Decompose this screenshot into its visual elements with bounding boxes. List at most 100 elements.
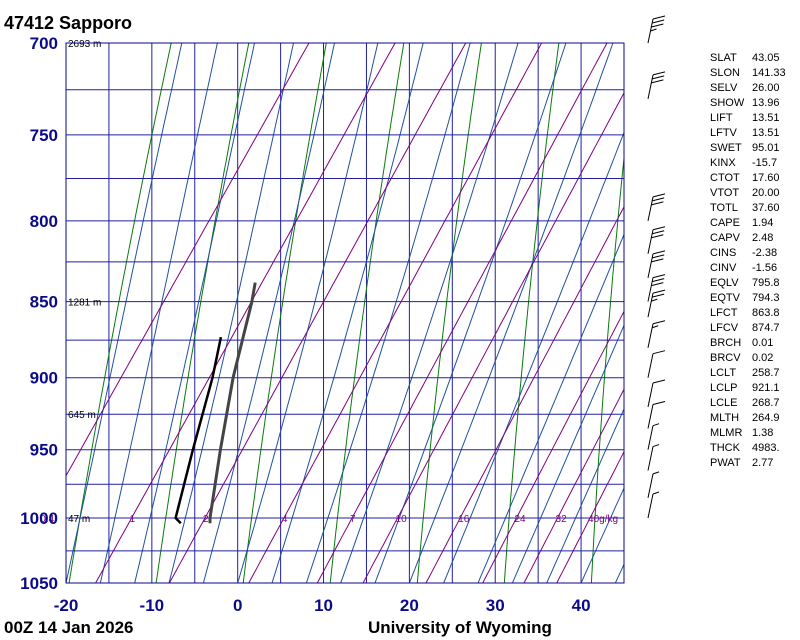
- temperature-tick-label: -20: [54, 596, 79, 615]
- temperature-tick-label: 0: [233, 596, 242, 615]
- index-name: CAPE: [710, 217, 740, 229]
- wind-barb-full: [652, 278, 665, 283]
- wind-barb-full: [652, 254, 665, 259]
- wind-barb: [647, 289, 666, 318]
- height-label: 1281 m: [68, 298, 101, 309]
- index-name: BRCH: [710, 337, 741, 349]
- wind-barb-half: [652, 423, 660, 427]
- mixing-ratio-line: [523, 388, 624, 583]
- index-name: EQLV: [710, 277, 739, 289]
- isotherm-lines: [108, 43, 624, 583]
- wind-barb-full: [652, 193, 666, 198]
- index-value: 264.9: [752, 412, 780, 424]
- wind-barb: [647, 379, 666, 408]
- moist-adiabat-line: [168, 43, 294, 583]
- temperature-tick-label: 40: [572, 596, 591, 615]
- observation-time: 00Z 14 Jan 2026: [4, 618, 133, 637]
- index-value: 17.60: [752, 172, 780, 184]
- index-value: 2.77: [752, 457, 773, 469]
- wind-barb: [647, 423, 660, 450]
- index-value: 13.51: [752, 112, 780, 124]
- wind-barb-staff: [647, 493, 654, 519]
- height-label: 645 m: [68, 410, 96, 421]
- index-name: CINS: [710, 247, 736, 259]
- dry-adiabat-line: [678, 43, 714, 583]
- pressure-tick-label: 750: [30, 126, 58, 145]
- wind-barb-half: [651, 298, 658, 302]
- moist-adiabat-line: [443, 131, 624, 583]
- plot-frame: [65, 42, 625, 584]
- index-value: 20.00: [752, 187, 780, 199]
- moist-adiabat-line: [340, 43, 519, 583]
- moist-adiabat-line: [202, 43, 335, 583]
- wind-barb-full: [652, 320, 666, 325]
- index-value: 4983.: [752, 442, 780, 454]
- pressure-tick-label: 700: [30, 34, 58, 53]
- index-name: CAPV: [710, 232, 741, 244]
- station-title: 47412 Sapporo: [4, 13, 132, 33]
- mixing-ratio-label: 1: [130, 514, 136, 525]
- mixing-ratio-line: [425, 205, 624, 583]
- wind-barb-full: [652, 379, 666, 384]
- index-value: -2.38: [752, 247, 777, 259]
- mixing-ratio-label: 32: [556, 514, 568, 525]
- wind-barb-full: [652, 289, 666, 294]
- index-value: 794.3: [752, 292, 780, 304]
- pressure-tick-label: 900: [30, 369, 58, 388]
- index-value: 95.01: [752, 142, 780, 154]
- index-name: LFCV: [710, 322, 739, 334]
- dry-adiabat-line: [68, 43, 172, 583]
- wind-barb: [647, 15, 666, 44]
- wind-barb-half: [650, 28, 657, 32]
- index-value: 37.60: [752, 202, 780, 214]
- index-name: KINX: [710, 157, 736, 169]
- index-name: TOTL: [710, 202, 738, 214]
- index-name: MLMR: [710, 427, 742, 439]
- index-name: LCLE: [710, 397, 738, 409]
- wind-barb-full: [651, 234, 664, 239]
- wind-barb-staff: [647, 404, 654, 429]
- mixing-ratio-label: 2: [203, 514, 209, 525]
- wind-barb-full: [652, 274, 666, 279]
- wind-barb-full: [651, 201, 664, 206]
- index-name: LFTV: [710, 127, 738, 139]
- wind-barb: [647, 491, 660, 519]
- wind-barb: [647, 250, 666, 278]
- temperature-tick-label: -10: [140, 596, 165, 615]
- index-name: BRCV: [710, 352, 741, 364]
- index-value: 268.7: [752, 397, 780, 409]
- wind-barb-staff: [647, 473, 654, 498]
- wind-barb-half: [652, 491, 660, 495]
- wind-barb-full: [652, 19, 665, 24]
- index-value: 1.94: [752, 217, 773, 229]
- wind-barb-full: [652, 226, 666, 231]
- wind-barb-staff: [647, 446, 654, 471]
- index-value: 2.48: [752, 232, 773, 244]
- mixing-ratio-label: 4: [282, 514, 288, 525]
- mixing-ratio-label: 0.4: [40, 514, 54, 525]
- wind-barb-full: [652, 250, 666, 255]
- wind-barb-full: [651, 79, 664, 84]
- temperature-tick-label: 20: [400, 596, 419, 615]
- mixing-ratio-line: [556, 450, 624, 583]
- dry-adiabat-line: [155, 43, 250, 583]
- wind-barb-half: [652, 471, 660, 475]
- moist-adiabat-line: [271, 43, 424, 583]
- moist-adiabat-lines: [66, 43, 624, 583]
- mixing-ratio-label: 16: [458, 514, 470, 525]
- index-name: SLON: [710, 67, 740, 79]
- moist-adiabat-line: [237, 43, 379, 583]
- moist-adiabat-line: [374, 43, 567, 583]
- wind-barb-full: [652, 350, 666, 355]
- wind-barb-half: [652, 444, 660, 448]
- wind-barb: [647, 71, 666, 99]
- index-value: 13.51: [752, 127, 780, 139]
- moist-adiabat-line: [99, 43, 218, 583]
- wind-barb: [647, 193, 666, 221]
- wind-barb-staff: [647, 353, 654, 378]
- mixing-ratio-label: 40g/kg: [588, 514, 618, 525]
- index-name: SHOW: [710, 97, 745, 109]
- wind-barb-full: [652, 197, 665, 202]
- index-name: VTOT: [710, 187, 739, 199]
